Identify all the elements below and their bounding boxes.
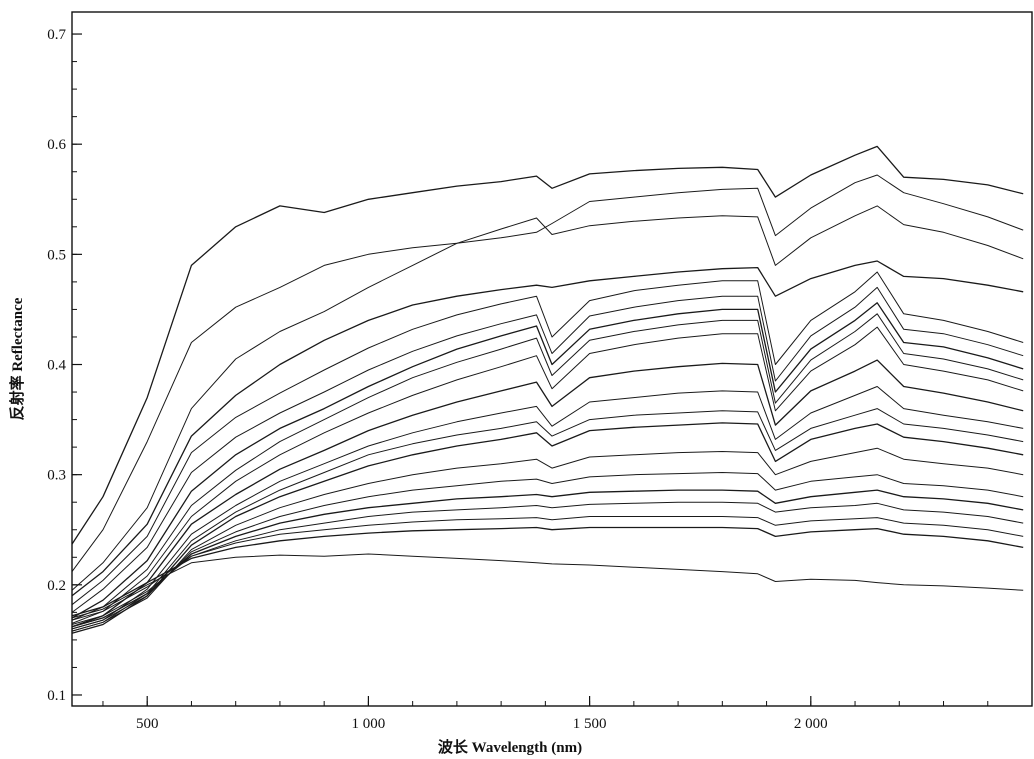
series-line-12 <box>71 408 1024 632</box>
series-line-11 <box>71 386 1024 630</box>
series-line-1 <box>71 145 1024 545</box>
series-line-18 <box>71 516 1024 621</box>
series-line-13 <box>71 422 1024 634</box>
series-line-14 <box>71 447 1024 632</box>
plot-lines <box>71 145 1024 634</box>
series-line-7 <box>71 302 1024 619</box>
series-line-8 <box>71 313 1024 621</box>
x-tick-label: 1 500 <box>573 716 607 732</box>
x-tick-label: 1 000 <box>352 716 386 732</box>
y-axis: 0.1 0.2 0.3 0.4 0.5 0.6 0.7 <box>47 27 82 704</box>
series-line-16 <box>71 489 1024 628</box>
series-line-20 <box>71 553 1024 619</box>
series-line-15 <box>71 472 1024 630</box>
series-line-4 <box>71 260 1024 597</box>
x-axis-label: 波长 Wavelength (nm) <box>438 738 582 756</box>
series-line-3 <box>71 205 1024 591</box>
series-line-5 <box>71 271 1024 606</box>
series-line-19 <box>71 526 1024 617</box>
y-tick-label: 0.2 <box>47 578 66 594</box>
x-tick-label: 2 000 <box>794 716 828 732</box>
series-line-6 <box>71 286 1024 613</box>
series-line-10 <box>71 359 1024 628</box>
plot-frame <box>71 11 1033 707</box>
y-tick-label: 0.3 <box>47 468 66 484</box>
x-tick-label: 500 <box>136 716 159 732</box>
series-line-17 <box>71 501 1024 625</box>
series-line-2 <box>71 174 1024 572</box>
y-tick-label: 0.6 <box>47 137 66 153</box>
y-tick-label: 0.5 <box>47 247 66 263</box>
y-tick-label: 0.1 <box>47 688 66 704</box>
series-line-9 <box>71 326 1024 624</box>
y-tick-label: 0.7 <box>47 27 66 43</box>
y-axis-label: 反射率 Reflectance <box>8 297 26 420</box>
x-axis: 500 1 000 1 500 2 000 <box>102 696 989 732</box>
y-tick-label: 0.4 <box>47 358 66 374</box>
